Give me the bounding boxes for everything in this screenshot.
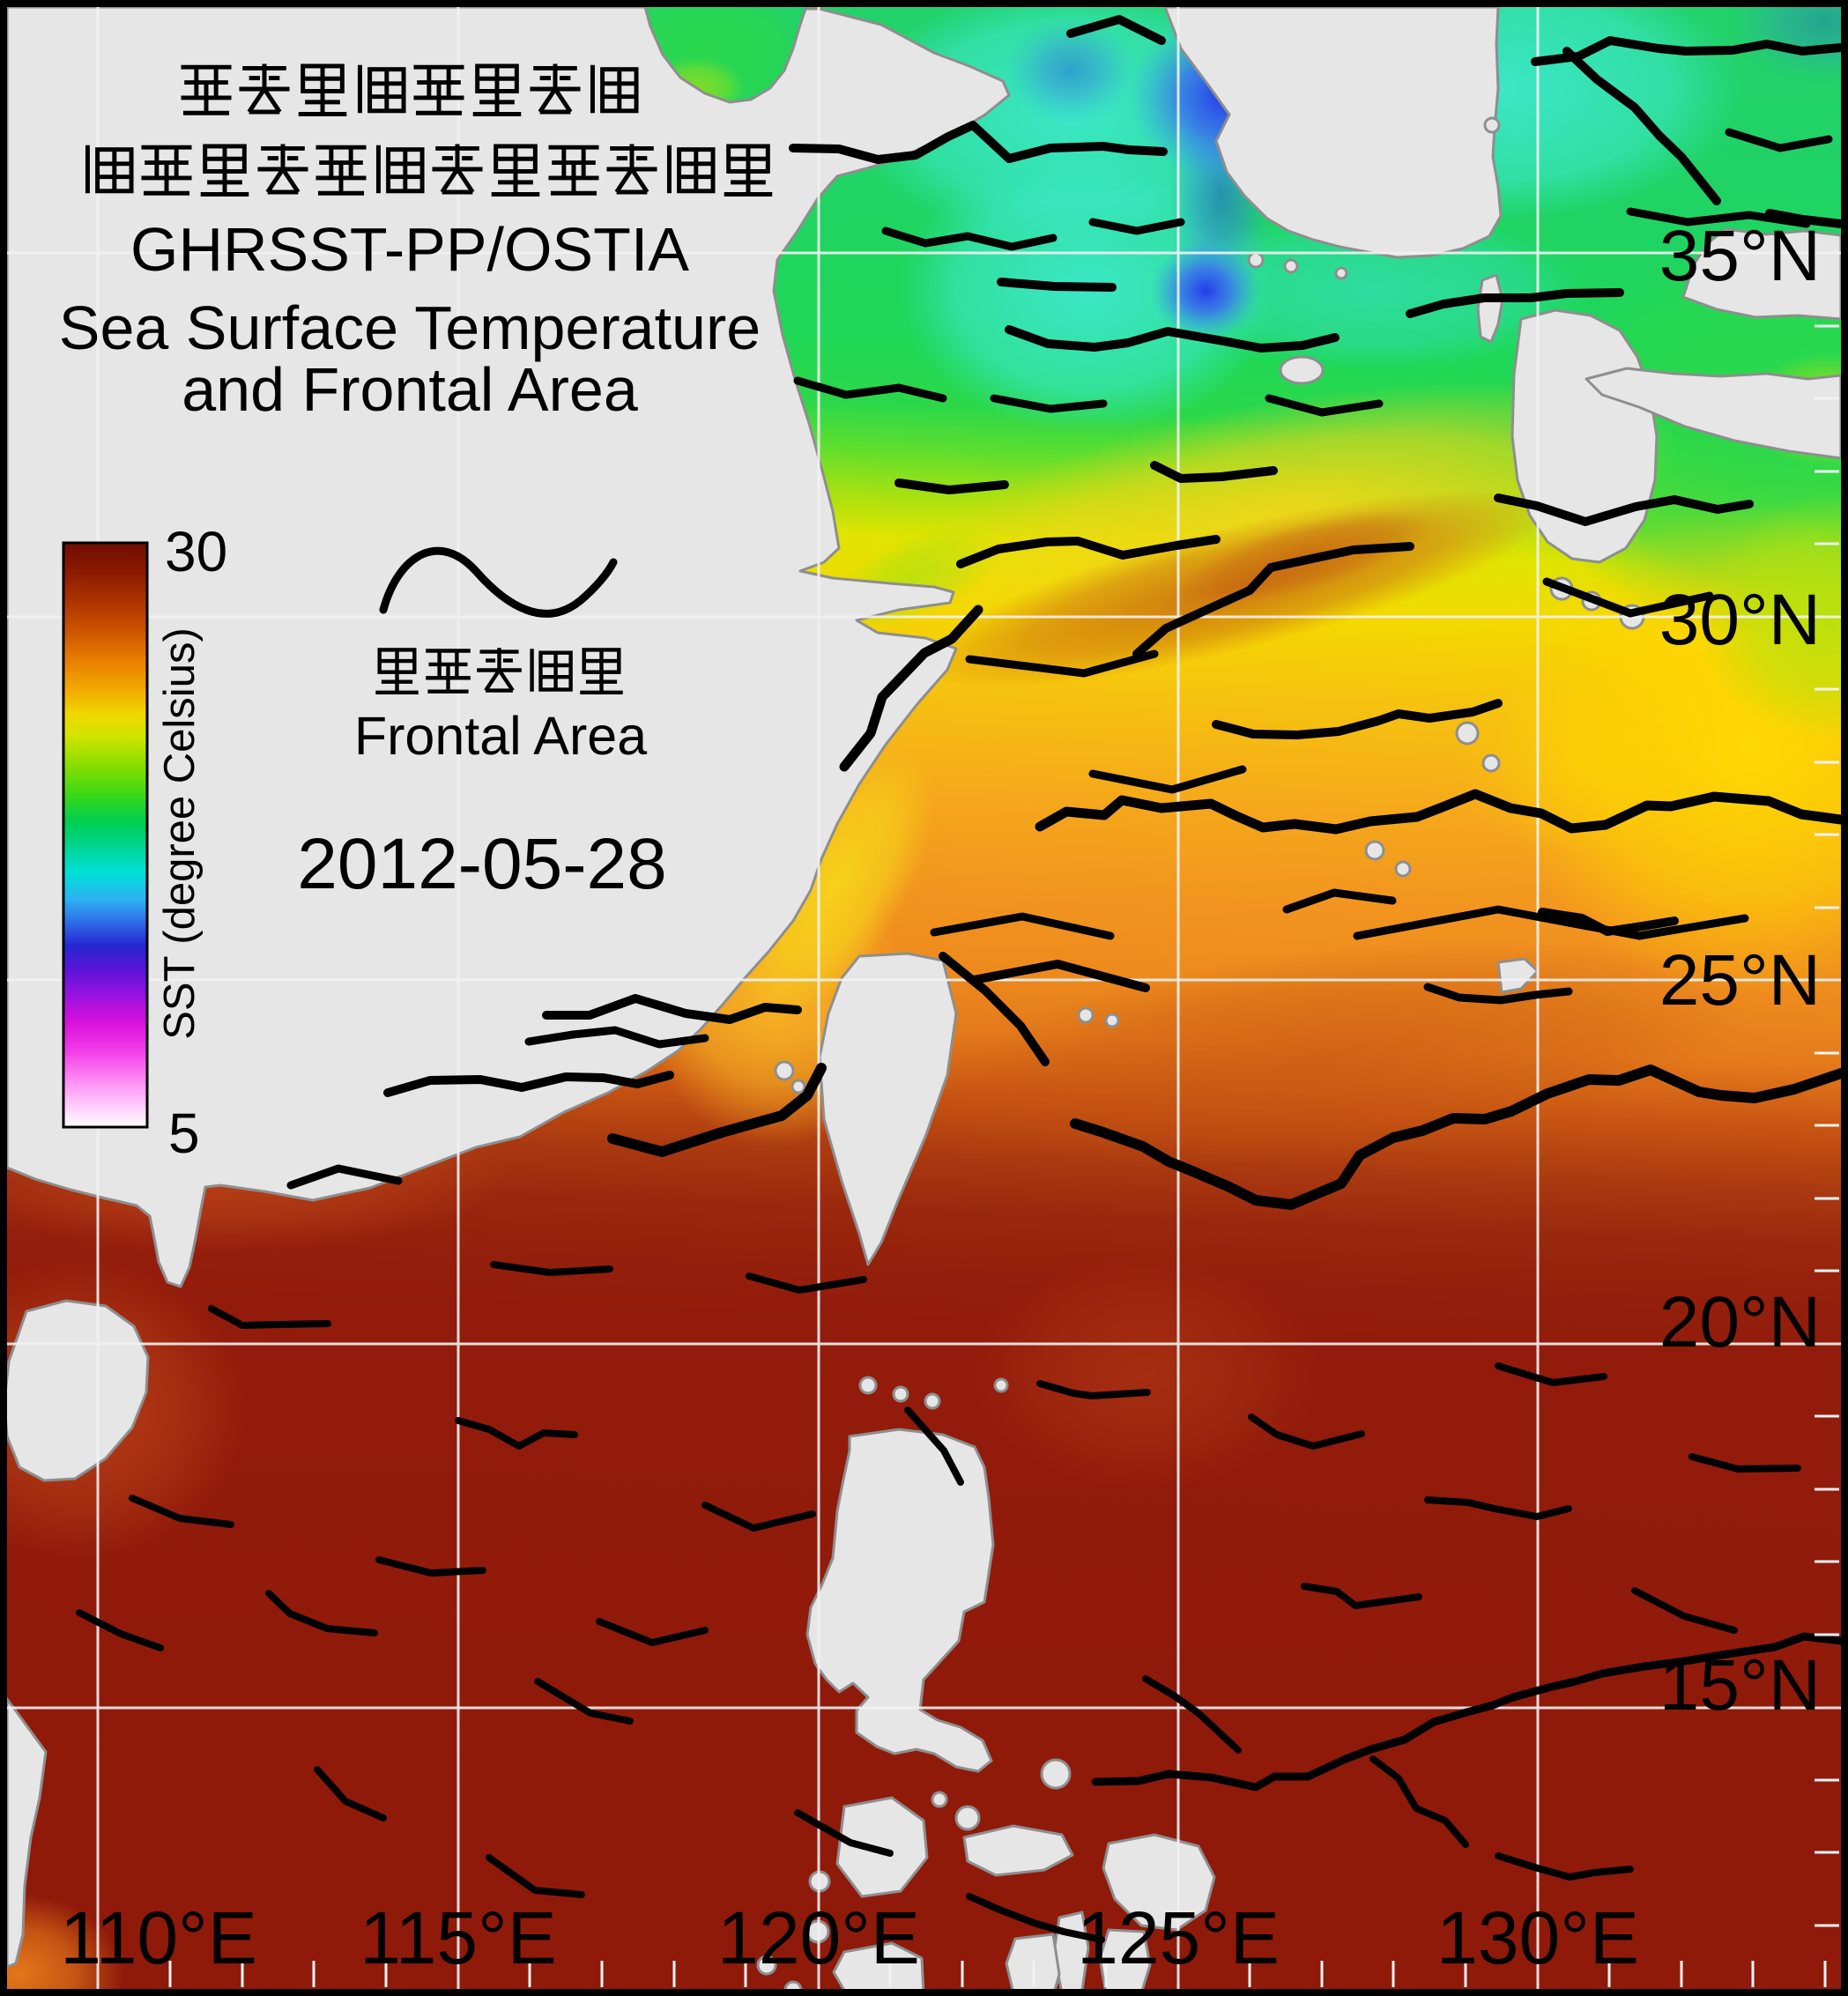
svg-text:30: 30 xyxy=(165,520,227,583)
svg-text:115°E: 115°E xyxy=(360,1896,557,1979)
svg-text:20°N: 20°N xyxy=(1659,1282,1821,1362)
svg-text:35°N: 35°N xyxy=(1659,216,1821,296)
svg-text:110°E: 110°E xyxy=(60,1896,257,1979)
svg-text:130°E: 130°E xyxy=(1436,1896,1639,1979)
svg-text:5: 5 xyxy=(168,1102,200,1165)
svg-text:125°E: 125°E xyxy=(1077,1896,1280,1979)
svg-text:SST (degree Celsius): SST (degree Celsius) xyxy=(156,627,204,1040)
svg-text:25°N: 25°N xyxy=(1659,940,1821,1020)
svg-text:120°E: 120°E xyxy=(717,1896,920,1979)
svg-text:15°N: 15°N xyxy=(1659,1645,1821,1725)
svg-text:2012-05-28: 2012-05-28 xyxy=(297,824,666,904)
svg-text:Sea Surface Temperature: Sea Surface Temperature xyxy=(59,293,761,362)
svg-text:GHRSST-PP/OSTIA: GHRSST-PP/OSTIA xyxy=(130,215,689,284)
svg-text:Frontal Area: Frontal Area xyxy=(354,706,647,766)
svg-text:and Frontal Area: and Frontal Area xyxy=(182,355,638,424)
svg-text:30°N: 30°N xyxy=(1659,580,1821,660)
